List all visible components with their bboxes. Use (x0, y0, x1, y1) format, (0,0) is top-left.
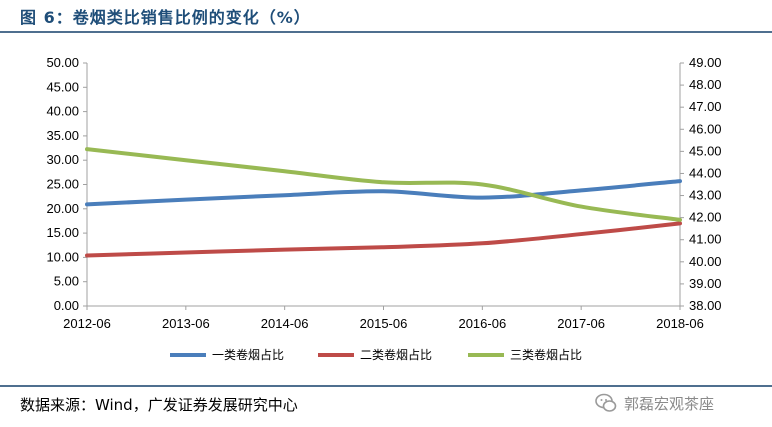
watermark-label: 郭磊宏观茶座 (624, 394, 715, 413)
y-tick-label: 30.00 (46, 152, 79, 167)
data-point (581, 190, 582, 191)
chart-axes (83, 62, 684, 310)
wechat-icon (595, 393, 617, 412)
x-tick-label: 2015-06 (360, 316, 408, 331)
figure-title: 图 6：卷烟类比销售比例的变化（%） (20, 8, 311, 27)
line-chart: 0.00 5.00 10.00 15.00 20.00 25.00 30.00 35.00 40… (46, 55, 721, 362)
data-point (185, 160, 186, 161)
y2-tick-label: 44.00 (689, 165, 722, 180)
top-divider (0, 31, 772, 33)
chart-legend: 一类卷烟占比 二类卷烟占比 三类卷烟占比 (170, 347, 582, 362)
y2-tick-label: 42.00 (689, 210, 722, 225)
chart-series-lines (85, 147, 682, 258)
source-note: 数据来源：Wind，广发证券发展研究中心 (20, 396, 298, 414)
y-tick-label: 20.00 (46, 201, 79, 216)
bottom-divider (0, 385, 772, 387)
y-tick-label: 35.00 (46, 128, 79, 143)
data-point (680, 223, 681, 224)
legend-label: 二类卷烟占比 (360, 347, 432, 362)
series-line-2 (85, 221, 682, 258)
data-point (383, 247, 384, 248)
data-point (680, 181, 681, 182)
y2-tick-label: 40.00 (689, 254, 722, 269)
series-line-3 (85, 147, 682, 222)
data-point (680, 219, 681, 220)
y2-tick-label: 46.00 (689, 121, 722, 136)
y-tick-label: 40.00 (46, 104, 79, 119)
y2-tick-label: 38.00 (689, 298, 722, 313)
y-tick-label: 15.00 (46, 225, 79, 240)
data-point (87, 204, 88, 205)
data-point (87, 255, 88, 256)
x-tick-label: 2016-06 (458, 316, 506, 331)
y-tick-label: 45.00 (46, 79, 79, 94)
x-tick-label: 2013-06 (162, 316, 210, 331)
y2-tick-label: 41.00 (689, 232, 722, 247)
data-point (581, 206, 582, 207)
y2-tick-label: 39.00 (689, 276, 722, 291)
data-point (383, 191, 384, 192)
y-tick-label: 25.00 (46, 177, 79, 192)
data-point (482, 184, 483, 185)
data-point (284, 249, 285, 250)
data-point (284, 171, 285, 172)
data-point (185, 252, 186, 253)
y-tick-label: 50.00 (46, 55, 79, 70)
y2-tick-label: 43.00 (689, 188, 722, 203)
legend-label: 三类卷烟占比 (510, 347, 582, 362)
data-point (482, 243, 483, 244)
legend-label: 一类卷烟占比 (212, 347, 284, 362)
data-point (185, 199, 186, 200)
data-point (482, 197, 483, 198)
chart-tick-labels: 0.00 5.00 10.00 15.00 20.00 25.00 30.00 35.00 40… (46, 55, 721, 331)
y-tick-label: 0.00 (54, 298, 79, 313)
data-point (284, 195, 285, 196)
data-point (383, 182, 384, 183)
y2-tick-label: 49.00 (689, 55, 722, 70)
y2-tick-label: 45.00 (689, 143, 722, 158)
x-tick-label: 2018-06 (656, 316, 704, 331)
data-point (581, 234, 582, 235)
y2-tick-label: 48.00 (689, 77, 722, 92)
data-point (87, 149, 88, 150)
y-tick-label: 10.00 (46, 249, 79, 264)
x-tick-label: 2017-06 (557, 316, 605, 331)
x-tick-label: 2012-06 (63, 316, 111, 331)
watermark: 郭磊宏观茶座 (594, 390, 714, 416)
x-tick-label: 2014-06 (261, 316, 309, 331)
y2-tick-label: 47.00 (689, 99, 722, 114)
series-line-1 (85, 179, 682, 207)
y-tick-label: 5.00 (54, 274, 79, 289)
